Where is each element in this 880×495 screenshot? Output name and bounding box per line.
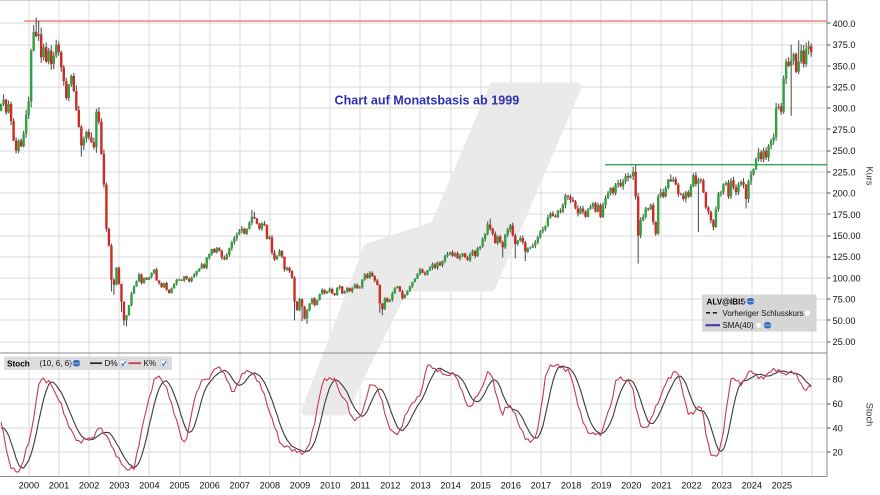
svg-text:SMA(40): SMA(40)	[723, 321, 755, 330]
svg-text:20: 20	[833, 448, 843, 458]
svg-text:2022: 2022	[681, 481, 701, 491]
svg-text:2020: 2020	[621, 481, 641, 491]
svg-text:2001: 2001	[49, 481, 69, 491]
svg-text:2012: 2012	[380, 481, 400, 491]
svg-text:75.00: 75.00	[833, 295, 856, 305]
svg-text:D%: D%	[105, 359, 118, 368]
svg-text:2021: 2021	[651, 481, 671, 491]
svg-text:2011: 2011	[350, 481, 370, 491]
svg-text:2024: 2024	[742, 481, 762, 491]
svg-text:275.0: 275.0	[833, 125, 856, 135]
svg-text:2013: 2013	[410, 481, 430, 491]
svg-text:2003: 2003	[109, 481, 129, 491]
svg-text:2014: 2014	[440, 481, 460, 491]
svg-text:25.00: 25.00	[833, 337, 856, 347]
svg-text:375.0: 375.0	[833, 40, 856, 50]
svg-text:2000: 2000	[19, 481, 39, 491]
svg-text:300.0: 300.0	[833, 104, 856, 114]
svg-text:2007: 2007	[229, 481, 249, 491]
svg-text:Vorheriger Schlusskurs: Vorheriger Schlusskurs	[723, 309, 804, 318]
svg-text:2016: 2016	[501, 481, 521, 491]
svg-text:250.0: 250.0	[833, 146, 856, 156]
svg-text:Chart auf Monatsbasis ab 1999: Chart auf Monatsbasis ab 1999	[335, 94, 520, 108]
svg-text:50.00: 50.00	[833, 316, 856, 326]
svg-text:2017: 2017	[531, 481, 551, 491]
svg-text:2010: 2010	[320, 481, 340, 491]
svg-text:150.00: 150.00	[833, 231, 861, 241]
svg-text:Stoch: Stoch	[865, 403, 875, 427]
svg-text:60: 60	[833, 399, 843, 409]
svg-text:2018: 2018	[561, 481, 581, 491]
svg-text:175.00: 175.00	[833, 210, 861, 220]
svg-text:2006: 2006	[199, 481, 219, 491]
svg-text:(10, 6, 6): (10, 6, 6)	[40, 359, 73, 368]
svg-text:225.0: 225.0	[833, 167, 856, 177]
svg-text:2019: 2019	[591, 481, 611, 491]
svg-text:400.0: 400.0	[833, 19, 856, 29]
svg-text:325.0: 325.0	[833, 83, 856, 93]
svg-text:2005: 2005	[169, 481, 189, 491]
svg-text:2009: 2009	[290, 481, 310, 491]
svg-text:ALV@IBIS: ALV@IBIS	[707, 298, 747, 307]
svg-text:2008: 2008	[260, 481, 280, 491]
svg-text:Kurs: Kurs	[865, 167, 875, 186]
svg-text:2023: 2023	[711, 481, 731, 491]
svg-text:2004: 2004	[139, 481, 159, 491]
svg-text:2025: 2025	[772, 481, 792, 491]
svg-text:Stoch: Stoch	[7, 360, 30, 369]
svg-text:2002: 2002	[79, 481, 99, 491]
svg-text:200.0: 200.0	[833, 189, 856, 199]
svg-text:40: 40	[833, 423, 843, 433]
svg-text:350.0: 350.0	[833, 61, 856, 71]
svg-text:125.00: 125.00	[833, 252, 861, 262]
svg-text:2015: 2015	[470, 481, 490, 491]
svg-text:100.00: 100.00	[833, 273, 861, 283]
svg-text:80: 80	[833, 375, 843, 385]
svg-text:K%: K%	[144, 359, 157, 368]
